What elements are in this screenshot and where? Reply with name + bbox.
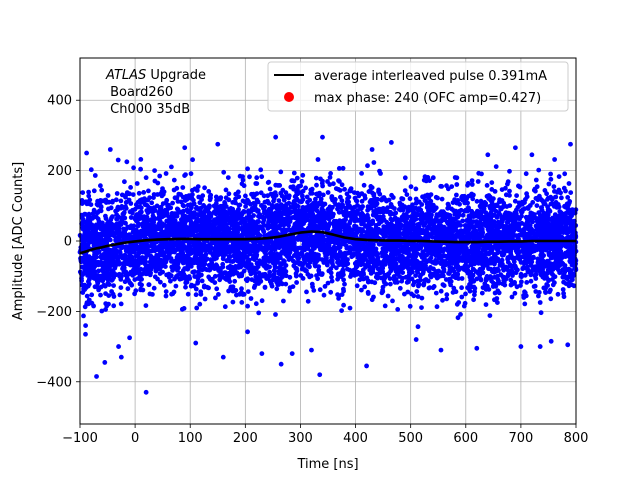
scatter-point <box>107 147 113 152</box>
scatter-point <box>548 338 554 344</box>
y-tick-label: 0 <box>64 235 72 250</box>
x-tick-label: 500 <box>398 431 423 446</box>
x-tick-label: 600 <box>453 431 478 446</box>
scatter-cloud-points <box>77 156 579 335</box>
scatter-point <box>83 331 88 337</box>
scatter-point <box>143 389 149 395</box>
annotation-line-2: Board260 <box>106 85 173 100</box>
scatter-point <box>512 145 518 151</box>
legend-box <box>267 61 569 112</box>
x-tick-label: −100 <box>62 431 98 446</box>
legend-label-average-pulse: average interleaved pulse 0.391mA <box>314 69 547 84</box>
scatter-point <box>438 347 444 353</box>
scatter-point <box>317 372 323 378</box>
x-tick-label: 0 <box>131 431 139 446</box>
scatter-point <box>309 347 314 353</box>
x-tick-label: 400 <box>343 431 368 446</box>
scatter-point <box>485 152 491 158</box>
scatter-point <box>413 337 419 342</box>
y-tick-label: 200 <box>47 164 72 179</box>
y-axis-label: Amplitude [ADC Counts] <box>11 162 26 320</box>
average-pulse-line-group <box>79 230 576 255</box>
scatter-point <box>388 140 394 145</box>
scatter-point <box>193 340 199 346</box>
scatter-point <box>215 141 221 147</box>
average-pulse-line <box>79 230 576 255</box>
y-tick-label: −400 <box>36 375 72 390</box>
x-tick-label: 100 <box>178 431 203 446</box>
scatter-point <box>289 351 295 357</box>
annotation-line-1: ATLAS Upgrade <box>105 68 206 83</box>
x-tick-label: 700 <box>508 431 533 446</box>
tick-labels: −100 0 100 200 300 400 500 600 700 800 −400 −200 0 20… <box>36 94 588 446</box>
annotation-line-3: Ch000 35dB <box>106 102 190 117</box>
scatter-point <box>143 175 149 181</box>
scatter-point <box>124 159 130 165</box>
scatter-point <box>369 147 375 152</box>
scatter-point <box>259 351 265 357</box>
x-axis-label: Time [ns] <box>296 457 358 472</box>
legend: average interleaved pulse 0.391mA max ph… <box>267 61 569 112</box>
x-tick-label: 800 <box>564 431 589 446</box>
x-tick-label: 300 <box>288 431 313 446</box>
scatter-point <box>273 134 279 140</box>
scatter-point <box>278 361 284 367</box>
y-tick-label: −200 <box>36 305 72 320</box>
scatter-point <box>182 145 188 151</box>
scatter-point <box>568 141 573 147</box>
annotation-upgrade: Upgrade <box>146 68 206 83</box>
scatter-point <box>127 335 132 341</box>
scatter-point <box>474 345 480 351</box>
scatter-point <box>84 150 90 156</box>
x-tick-label: 200 <box>233 431 258 446</box>
scatter-point <box>118 354 124 360</box>
scatter-point <box>364 363 369 369</box>
annotation: ATLAS Upgrade Board260 Ch000 35dB <box>105 68 206 117</box>
scatter-point <box>102 360 108 365</box>
scatter-point <box>220 354 226 360</box>
scatter-point <box>320 134 325 140</box>
scatter-point <box>518 344 524 349</box>
legend-label-max-phase: max phase: 240 (OFC amp=0.427) <box>314 91 541 106</box>
scatter-point <box>94 374 99 379</box>
annotation-atlas: ATLAS <box>105 68 146 83</box>
scatter-point <box>116 344 121 349</box>
scatter-point <box>537 344 543 349</box>
scatter-points <box>77 134 579 395</box>
scatter-point <box>529 152 535 158</box>
scatter-point <box>565 342 571 348</box>
y-tick-label: 400 <box>47 94 72 109</box>
legend-marker-swatch <box>284 92 294 102</box>
